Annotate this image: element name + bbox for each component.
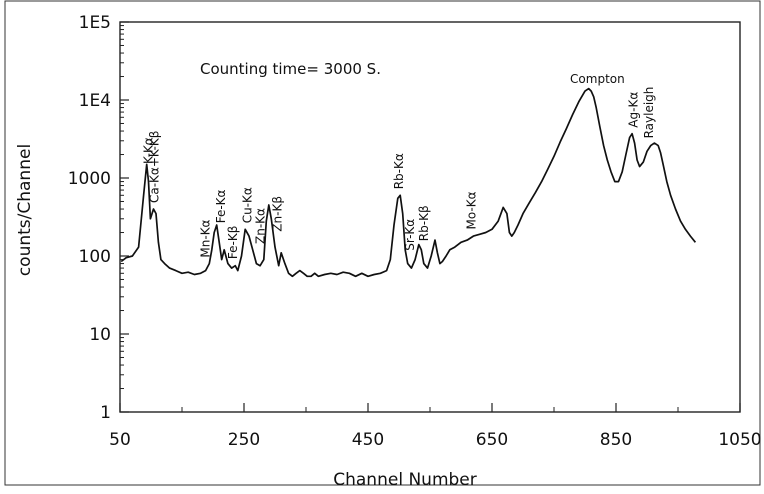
x-axis-title: Channel Number — [333, 470, 477, 489]
peak-label: Cu-Kα — [241, 187, 255, 223]
peak-label: Sr-Kα — [403, 219, 417, 251]
y-tick-label: 10 — [89, 325, 111, 345]
peak-label: Ag-Kα — [626, 92, 640, 128]
peak-label: Rb-Kα — [392, 153, 406, 189]
y-tick-label: 1E4 — [79, 91, 111, 111]
axis-ticks — [119, 21, 741, 413]
peak-label: Fe-Kα — [214, 189, 228, 223]
x-tick-labels: 50 250 450 650 850 1050 — [109, 430, 761, 450]
figure-border — [4, 0, 761, 486]
y-tick-label: 100 — [79, 247, 111, 267]
counting-time-annotation: Counting time= 3000 S. — [200, 60, 381, 78]
y-tick-labels: 1 10 100 1000 1E4 1E5 — [68, 13, 111, 423]
peak-label: Mn-Kα — [199, 219, 213, 257]
peak-label: Zn-Kα — [254, 208, 268, 244]
spectrum-line — [120, 87, 697, 278]
peak-label: Rb-Kβ — [417, 205, 431, 241]
y-axis-title: counts/Channel — [15, 144, 35, 276]
peak-label: Mo-Kα — [465, 191, 479, 229]
peak-label: Zn-Kβ — [271, 196, 285, 232]
x-tick-label: 850 — [600, 430, 632, 450]
x-tick-label: 1050 — [718, 430, 761, 450]
y-tick-label: 1 — [100, 403, 111, 423]
x-tick-label: 450 — [352, 430, 384, 450]
y-tick-label: 1000 — [68, 169, 111, 189]
x-tick-label: 50 — [109, 430, 131, 450]
x-tick-label: 250 — [228, 430, 260, 450]
x-tick-label: 650 — [476, 430, 508, 450]
peak-label: K-Kα — [142, 137, 156, 164]
peak-label: Fe-Kβ — [226, 226, 240, 260]
peak-label: Rayleigh — [642, 87, 656, 139]
peak-label: Ca-Kα+K-Kβ — [148, 131, 162, 203]
y-tick-label: 1E5 — [79, 13, 111, 33]
compton-label: Compton — [570, 72, 625, 86]
